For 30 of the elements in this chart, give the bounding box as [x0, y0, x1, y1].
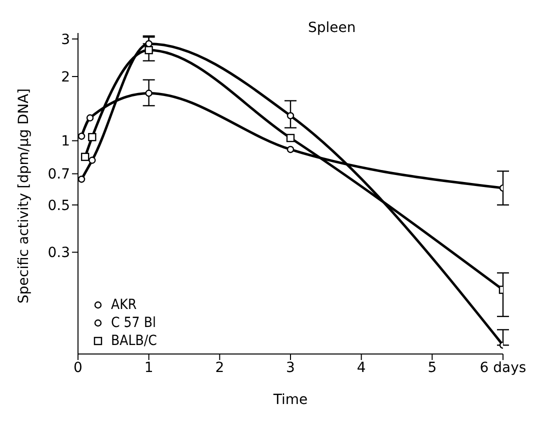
legend-label: BALB/C [111, 332, 157, 350]
y-tick-label: 1 [61, 134, 70, 150]
x-tick-label: 2 [215, 360, 224, 376]
point [88, 133, 96, 142]
point [78, 176, 86, 183]
y-tick-label: 0.5 [48, 198, 70, 214]
point [286, 134, 295, 142]
x-tick-label: 3 [286, 360, 295, 376]
legend-label: AKR [111, 296, 137, 314]
x-tick-label: 4 [356, 360, 366, 376]
point [286, 146, 294, 154]
y-tick-label: 3 [61, 32, 70, 48]
point [286, 112, 294, 120]
x-tick-label: 1 [144, 360, 154, 376]
y-tick-label: 0.7 [48, 166, 70, 183]
point [78, 132, 86, 140]
point [80, 152, 90, 161]
legend-label: C 57 Bl [111, 314, 156, 332]
x-tick-label: 0 [74, 360, 82, 376]
point [145, 90, 152, 97]
y-axis-title: Specific activity [dpm/µg DNA] [16, 88, 32, 304]
point [88, 156, 96, 164]
x-tick-label: 6 days [480, 360, 526, 376]
point [144, 46, 153, 54]
y-tick-label: 2 [61, 70, 70, 86]
x-axis-title: Time [272, 392, 308, 408]
chart-title: Spleen [308, 20, 356, 36]
x-tick-label: 5 [428, 360, 437, 376]
y-tick-label: 0.3 [48, 245, 70, 262]
point [86, 114, 94, 122]
